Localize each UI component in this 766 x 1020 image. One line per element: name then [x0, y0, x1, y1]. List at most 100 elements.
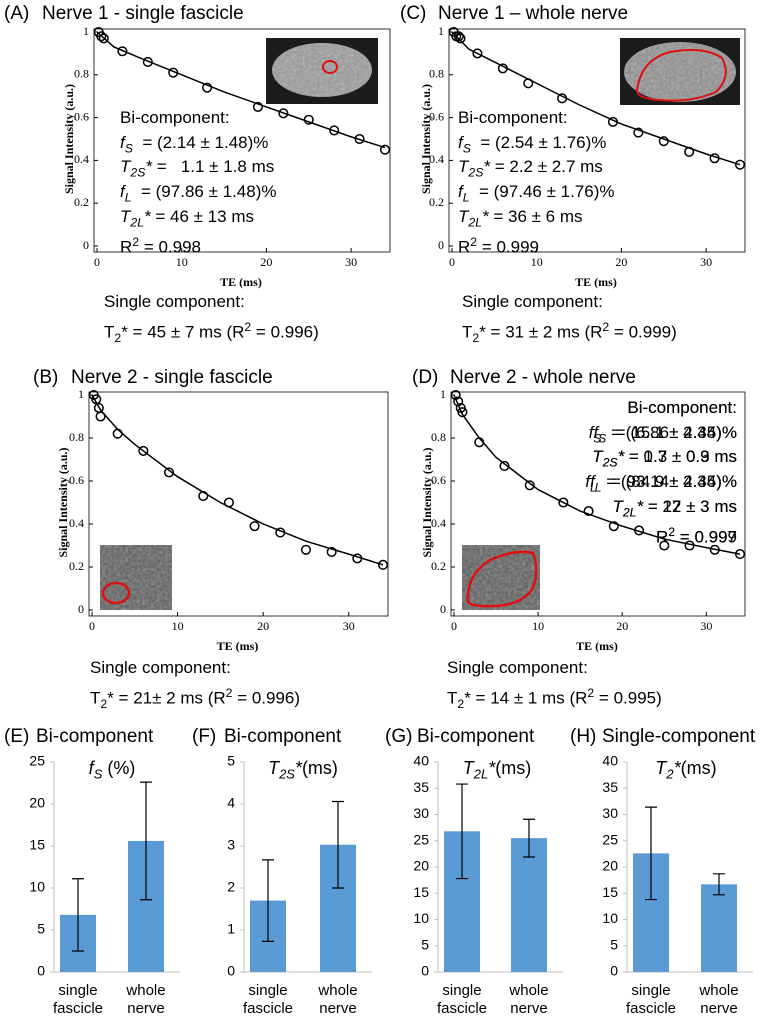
text-run: T [592, 447, 603, 467]
panel-title: Bi-component [36, 726, 154, 747]
text-run: * [294, 758, 302, 778]
text-run: * [617, 447, 625, 467]
text-run: = (97.46 ± 1.76)% [469, 182, 615, 202]
text-run: = 1.1 ± 1.8 ms [151, 157, 275, 177]
text-run: 2 [100, 697, 108, 712]
text-run: f [458, 132, 463, 152]
data-point [659, 540, 670, 551]
text-run: f [120, 182, 125, 202]
text-run: 2L [622, 505, 637, 520]
text-run: 2S [602, 455, 618, 470]
text-run: = 1.7 ± 0.9 ms [624, 447, 737, 467]
y-tick-label: 4 [227, 795, 235, 811]
text-run: f [88, 758, 94, 778]
bar [511, 838, 547, 972]
y-tick-label: 0.2 [429, 195, 444, 209]
x-tick-label: whole nerve [126, 982, 166, 1017]
annotation-line: fL = (97.46 ± 1.76)% [458, 181, 615, 208]
panel-title: Bi-component [417, 726, 535, 747]
y-tick-label: 1 [440, 387, 446, 401]
y-tick-label: 1 [78, 387, 84, 401]
text-run: 2 [587, 686, 595, 700]
y-axis-label: Signal Intensity (a.u.) [56, 447, 70, 557]
panel-label: (H) [570, 726, 596, 747]
y-tick-label: 5 [227, 753, 235, 769]
x-tick-label: 10 [532, 619, 544, 633]
x-tick-label: 30 [700, 619, 712, 633]
inset-image-d [462, 545, 540, 610]
text-run: T [458, 157, 469, 177]
text-run: R [655, 527, 669, 547]
text-run: 2S [279, 766, 295, 782]
x-tick-label: 0 [451, 619, 457, 633]
y-tick-label: 1 [83, 24, 89, 38]
text-run: f [458, 182, 463, 202]
annotation-line: fS = (6.86± 2.45)% [593, 422, 737, 449]
annotation-line: T2S* = 0.3 ± 0.3 ms [592, 446, 737, 473]
annotation-line: fS = (15.1 ± 4.34)% [589, 422, 737, 449]
text-run: 2S [130, 165, 146, 180]
bar-subtitle: T2L*(ms) [463, 757, 531, 786]
text-run: = (84.9 ± 4.34)% [601, 472, 737, 492]
text-run: S [593, 431, 602, 446]
bar [701, 884, 737, 972]
y-tick-label: 0 [421, 963, 429, 979]
data-point [138, 445, 149, 456]
text-run: T [104, 322, 115, 342]
text-run: S [598, 431, 607, 446]
inset-image-a [266, 38, 378, 104]
annotation-line: fL = (93.14± 2.45)% [585, 471, 737, 498]
x-tick-label: 0 [89, 619, 95, 633]
text-run: = 2.2 ± 2.7 ms [489, 157, 603, 177]
text-run: = 36 ± 6 ms [488, 206, 583, 226]
text-run: 2 [668, 524, 676, 539]
annotation-line: fS = (2.14 ± 1.48)% [120, 132, 268, 159]
panel-label: (E) [4, 726, 29, 747]
y-tick-label: 5 [37, 921, 45, 937]
text-run: Single component: [90, 658, 231, 677]
text-run: = (2.54 ± 1.76)% [470, 132, 607, 152]
error-bar [262, 859, 274, 942]
text-run: * [488, 758, 496, 778]
text-run: 2S [602, 455, 618, 470]
annotation-line: Bi-component: [458, 107, 568, 129]
bar-subtitle: T2S*(ms) [268, 757, 338, 786]
annotation-line: T2L* = 36 ± 6 ms [458, 206, 583, 233]
text-run: Bi-component: [627, 398, 737, 417]
x-tick-label: single fascicle [625, 982, 677, 1017]
y-tick-label: 5 [610, 936, 618, 952]
data-point [163, 467, 175, 478]
fit-line [451, 31, 741, 166]
y-tick-label: 40 [602, 753, 618, 769]
text-run: Bi-component: [120, 108, 230, 127]
text-run: T [592, 447, 603, 467]
y-tick-label: 35 [602, 779, 618, 795]
y-tick-label: 25 [602, 831, 618, 847]
text-run: * [145, 157, 152, 177]
y-tick-label: 1 [438, 24, 444, 38]
annotation-line: Bi-component: [627, 397, 737, 419]
text-run: 2 [668, 524, 676, 539]
footnote-line: Single component: [447, 657, 588, 679]
text-run: 2 [666, 766, 674, 782]
data-point [249, 521, 260, 532]
y-tick-label: 0.4 [429, 152, 444, 166]
y-tick-label: 5 [421, 936, 429, 952]
x-axis-label: TE (ms) [575, 275, 617, 289]
x-tick-label: whole nerve [318, 982, 358, 1017]
text-run: = 46 ± 13 ms [150, 206, 254, 226]
x-tick-label: 0 [94, 255, 100, 269]
footnote-line: T2* = 21± 2 ms (R2 = 0.996) [90, 682, 300, 715]
text-run: f [120, 132, 125, 152]
panel-title: Nerve 1 - single fascicle [42, 3, 244, 24]
y-axis-label: Signal Intensity (a.u.) [62, 84, 76, 194]
x-tick-label: 30 [345, 255, 357, 269]
y-tick-label: 0.4 [69, 516, 84, 530]
annotation-line: T2S* = 1.1 ± 1.8 ms [120, 156, 274, 183]
x-axis-label: TE (ms) [576, 639, 618, 653]
x-tick-label: single fascicle [436, 982, 488, 1017]
x-tick-label: 30 [343, 619, 355, 633]
x-tick-label: single fascicle [242, 982, 294, 1017]
y-tick-label: 0.8 [69, 430, 84, 444]
annotation-line: R2 = 0.998 [120, 231, 201, 259]
